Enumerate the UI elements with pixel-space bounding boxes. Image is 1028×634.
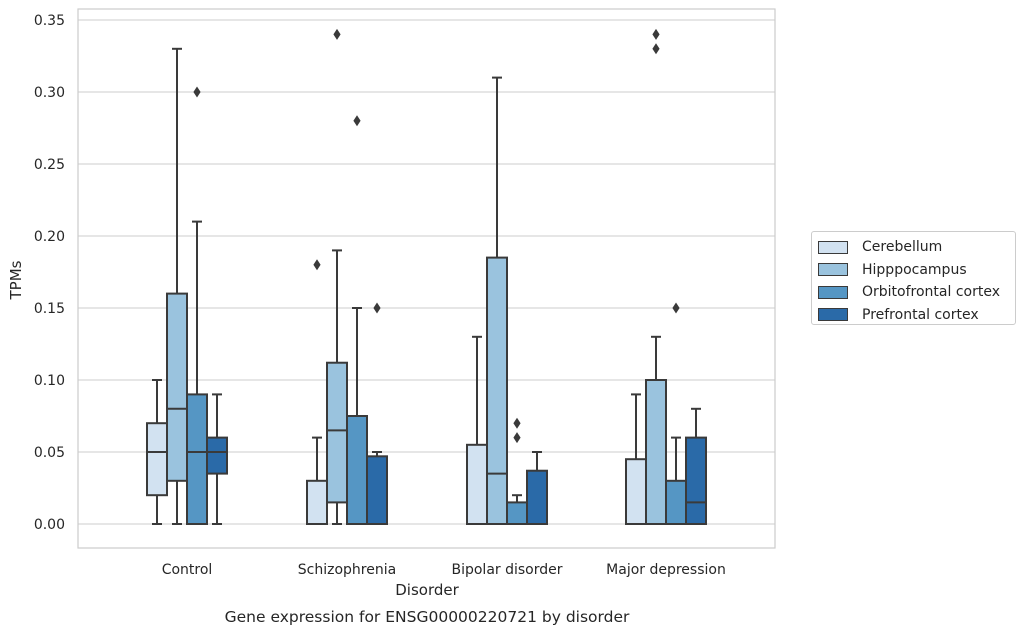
- y-tick-label: 0.05: [34, 445, 65, 461]
- legend-label: Hipppocampus: [862, 261, 967, 278]
- legend-swatch: [818, 263, 848, 277]
- legend-swatch: [818, 240, 848, 254]
- box-iqr: [486, 256, 508, 525]
- legend-swatch: [818, 285, 848, 299]
- outlier-point: [373, 302, 381, 314]
- box-iqr: [466, 443, 488, 525]
- x-tick-label: Bipolar disorder: [451, 562, 562, 578]
- box-cerebellum: [466, 335, 488, 525]
- outlier-point: [333, 28, 341, 40]
- legend-item: Prefrontal cortex: [818, 304, 1015, 327]
- box-iqr: [346, 415, 368, 525]
- y-tick-label: 0.15: [34, 301, 65, 317]
- legend-item: Cerebellum: [818, 236, 1015, 259]
- box-orbitofrontal-cortex: [346, 115, 368, 525]
- outlier-point: [652, 43, 660, 55]
- box-hipppocampus: [645, 28, 667, 525]
- box-prefrontal-cortex: [526, 451, 548, 525]
- box-iqr: [206, 436, 228, 475]
- outlier-point: [193, 86, 201, 98]
- box-prefrontal-cortex: [206, 393, 228, 525]
- legend: Cerebellum Hipppocampus Orbitofrontal cort…: [811, 231, 1016, 325]
- box-iqr: [326, 361, 348, 504]
- box-orbitofrontal-cortex: [665, 302, 687, 525]
- legend-swatch: [818, 308, 848, 322]
- box-orbitofrontal-cortex: [506, 417, 528, 525]
- y-tick-label: 0.10: [34, 373, 65, 389]
- legend-item: Orbitofrontal cortex: [818, 281, 1015, 304]
- box-iqr: [526, 469, 548, 525]
- outlier-point: [313, 259, 321, 271]
- box-iqr: [506, 501, 528, 525]
- y-tick-label: 0.00: [34, 517, 65, 533]
- box-iqr: [306, 479, 328, 525]
- box-iqr: [685, 436, 707, 526]
- box-iqr: [166, 292, 188, 482]
- legend-item: Hipppocampus: [818, 259, 1015, 282]
- legend-label: Prefrontal cortex: [862, 306, 979, 323]
- box-cerebellum: [306, 259, 328, 525]
- box-hipppocampus: [326, 28, 348, 525]
- y-tick-label: 0.35: [34, 13, 65, 29]
- y-tick-label: 0.20: [34, 229, 65, 245]
- box-iqr: [645, 379, 667, 525]
- x-tick-label: Major depression: [606, 562, 726, 578]
- outlier-point: [652, 28, 660, 40]
- outlier-point: [672, 302, 680, 314]
- box-hipppocampus: [486, 76, 508, 525]
- box-iqr: [366, 455, 388, 526]
- y-axis: 0.00 0.05 0.10 0.15 0.20 0.25 0.30 0.35: [34, 13, 65, 533]
- box-cerebellum: [146, 379, 168, 525]
- box-cerebellum: [625, 393, 647, 526]
- outlier-point: [513, 417, 521, 429]
- box-orbitofrontal-cortex: [186, 86, 208, 525]
- outlier-point: [513, 432, 521, 444]
- outlier-point: [353, 115, 361, 127]
- legend-label: Orbitofrontal cortex: [862, 284, 1000, 301]
- box-prefrontal-cortex: [685, 407, 707, 526]
- box-iqr: [665, 479, 687, 525]
- x-tick-label: Schizophrenia: [298, 562, 396, 578]
- x-axis-label: Disorder: [395, 581, 459, 599]
- box-prefrontal-cortex: [366, 302, 388, 526]
- box-iqr: [186, 393, 208, 525]
- box-iqr: [625, 458, 647, 526]
- x-axis: Control Schizophrenia Bipolar disorder Majo…: [162, 562, 726, 578]
- y-axis-label: TPMs: [7, 260, 25, 300]
- y-tick-label: 0.30: [34, 85, 65, 101]
- chart-title: Gene expression for ENSG00000220721 by d…: [225, 608, 630, 626]
- plot-frame: [77, 8, 776, 549]
- y-tick-label: 0.25: [34, 157, 65, 173]
- legend-label: Cerebellum: [862, 239, 943, 256]
- box-iqr: [146, 422, 168, 497]
- x-tick-label: Control: [162, 562, 213, 578]
- box-plot-marks: [146, 28, 707, 526]
- box-hipppocampus: [166, 47, 188, 525]
